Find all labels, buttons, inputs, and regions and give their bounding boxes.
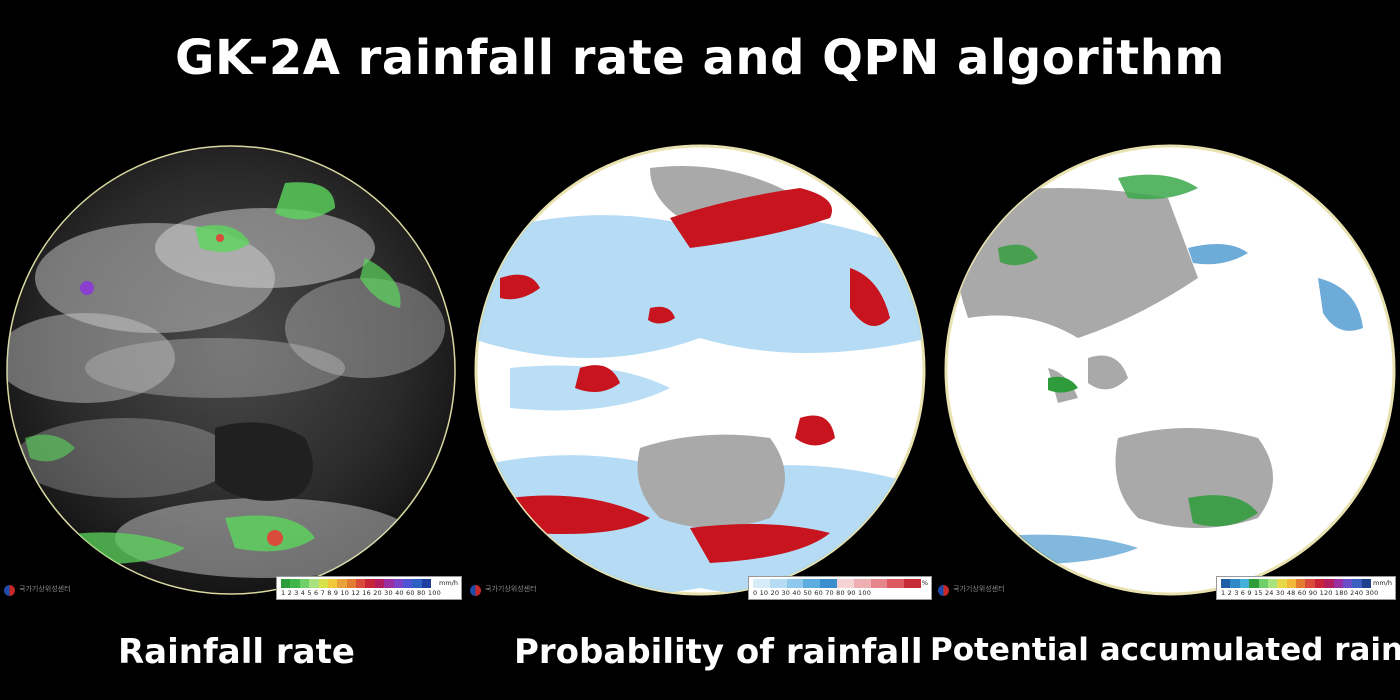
legend-swatch (1361, 579, 1371, 588)
legend-swatch (356, 579, 366, 588)
legend-swatch (365, 579, 375, 588)
legend-swatch (1333, 579, 1343, 588)
probability-panel (470, 138, 932, 608)
legend-swatch (309, 579, 319, 588)
legend-swatch (820, 579, 837, 588)
legend-ticks: 0 10 20 30 40 50 60 70 80 90 100 (753, 589, 872, 597)
accumulated-globe (944, 144, 1396, 596)
legend-unit: mm/h (1373, 579, 1392, 587)
legend-swatch (412, 579, 422, 588)
legend-swatch (1324, 579, 1334, 588)
kma-logo-icon (938, 585, 949, 596)
legend-swatch (870, 579, 888, 588)
legend-swatch (1277, 579, 1287, 588)
probability-globe (474, 144, 926, 596)
probability-legend: 0 10 20 30 40 50 60 70 80 90 100 % (748, 576, 932, 600)
accumulated-legend: 1 2 3 6 9 15 24 30 48 60 90 120 180 240 … (1216, 576, 1396, 600)
legend-swatch (1230, 579, 1240, 588)
legend-swatch (786, 579, 804, 588)
legend-swatch (327, 579, 338, 588)
legend-swatch (1239, 579, 1250, 588)
kma-logo-text: 국가기상위성센터 (19, 585, 71, 593)
legend-swatch (1249, 579, 1259, 588)
legend-swatch (346, 579, 356, 588)
kma-logo: 국가기상위성센터 (938, 584, 1018, 598)
legend-swatch (1314, 579, 1325, 588)
legend-swatch (337, 579, 347, 588)
legend-swatch (1221, 579, 1231, 588)
rainfall-rate-globe (6, 145, 456, 595)
legend-swatch (1342, 579, 1353, 588)
caption-accumulated: Potential accumulated rainfall (930, 632, 1400, 668)
legend-ticks: 1 2 3 6 9 15 24 30 48 60 90 120 180 240 … (1221, 589, 1379, 597)
legend-swatch (318, 579, 328, 588)
legend-swatch (402, 579, 413, 588)
legend-swatch (1305, 579, 1315, 588)
legend-colorbar (1221, 579, 1371, 588)
legend-swatch (887, 579, 905, 588)
legend-swatch (421, 579, 431, 588)
legend-swatch (1296, 579, 1306, 588)
legend-swatch (769, 579, 787, 588)
legend-swatch (299, 579, 310, 588)
legend-swatch (384, 579, 394, 588)
legend-swatch (803, 579, 821, 588)
legend-swatch (1267, 579, 1278, 588)
page-title: GK-2A rainfall rate and QPN algorithm (175, 30, 1225, 86)
kma-logo-text: 국가기상위성센터 (485, 585, 537, 593)
legend-swatch (281, 579, 291, 588)
legend-colorbar (281, 579, 431, 588)
rainfall-rate-panel (5, 138, 467, 608)
legend-swatch (1258, 579, 1268, 588)
legend-swatch (374, 579, 385, 588)
kma-logo: 국가기상위성센터 (4, 584, 84, 598)
legend-unit: % (921, 579, 928, 587)
kma-logo-text: 국가기상위성센터 (953, 585, 1005, 593)
accumulated-panel (938, 138, 1400, 608)
legend-swatch (904, 579, 921, 588)
legend-colorbar (753, 579, 921, 588)
legend-swatch (836, 579, 854, 588)
legend-unit: mm/h (439, 579, 458, 587)
rainfall-rate-legend: 1 2 3 4 5 6 7 8 9 10 12 16 20 30 40 60 8… (276, 576, 462, 600)
legend-swatch (1352, 579, 1362, 588)
legend-swatch (853, 579, 871, 588)
caption-rainfall-rate: Rainfall rate (118, 632, 355, 672)
caption-probability: Probability of rainfall (514, 632, 923, 672)
kma-logo-icon (4, 585, 15, 596)
kma-logo-icon (470, 585, 481, 596)
legend-swatch (1286, 579, 1296, 588)
kma-logo: 국가기상위성센터 (470, 584, 550, 598)
legend-swatch (290, 579, 300, 588)
legend-swatch (393, 579, 403, 588)
legend-swatch (753, 579, 770, 588)
legend-ticks: 1 2 3 4 5 6 7 8 9 10 12 16 20 30 40 60 8… (281, 589, 441, 597)
